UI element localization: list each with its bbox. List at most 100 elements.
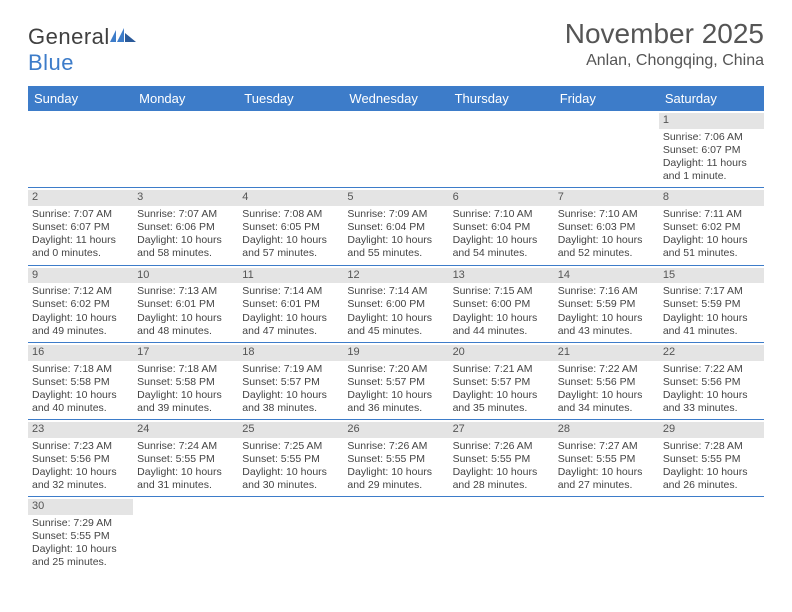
sunset-text: Sunset: 5:55 PM bbox=[558, 453, 655, 466]
flag-icon bbox=[110, 24, 136, 50]
daylight-text: Daylight: 10 hours and 41 minutes. bbox=[663, 312, 760, 338]
day-number: 11 bbox=[238, 268, 343, 284]
sunset-text: Sunset: 6:04 PM bbox=[453, 221, 550, 234]
day-cell: 14Sunrise: 7:16 AMSunset: 5:59 PMDayligh… bbox=[554, 266, 659, 342]
logo-text: GeneralBlue bbox=[28, 24, 136, 76]
sunset-text: Sunset: 6:04 PM bbox=[347, 221, 444, 234]
sunrise-text: Sunrise: 7:10 AM bbox=[453, 208, 550, 221]
day-header-cell: Wednesday bbox=[343, 86, 448, 111]
day-cell: 6Sunrise: 7:10 AMSunset: 6:04 PMDaylight… bbox=[449, 188, 554, 264]
day-cell: 2Sunrise: 7:07 AMSunset: 6:07 PMDaylight… bbox=[28, 188, 133, 264]
sunset-text: Sunset: 6:02 PM bbox=[663, 221, 760, 234]
day-number: 28 bbox=[554, 422, 659, 438]
daylight-text: Daylight: 10 hours and 30 minutes. bbox=[242, 466, 339, 492]
sunrise-text: Sunrise: 7:09 AM bbox=[347, 208, 444, 221]
sunrise-text: Sunrise: 7:16 AM bbox=[558, 285, 655, 298]
sunrise-text: Sunrise: 7:27 AM bbox=[558, 440, 655, 453]
empty-cell bbox=[238, 497, 343, 573]
day-cell: 18Sunrise: 7:19 AMSunset: 5:57 PMDayligh… bbox=[238, 343, 343, 419]
day-cell: 17Sunrise: 7:18 AMSunset: 5:58 PMDayligh… bbox=[133, 343, 238, 419]
empty-cell bbox=[554, 111, 659, 187]
logo: GeneralBlue bbox=[28, 24, 136, 76]
sunset-text: Sunset: 6:01 PM bbox=[137, 298, 234, 311]
sunrise-text: Sunrise: 7:07 AM bbox=[32, 208, 129, 221]
daylight-text: Daylight: 10 hours and 57 minutes. bbox=[242, 234, 339, 260]
sunset-text: Sunset: 6:02 PM bbox=[32, 298, 129, 311]
day-cell: 7Sunrise: 7:10 AMSunset: 6:03 PMDaylight… bbox=[554, 188, 659, 264]
week-row: 30Sunrise: 7:29 AMSunset: 5:55 PMDayligh… bbox=[28, 497, 764, 573]
sunset-text: Sunset: 5:57 PM bbox=[347, 376, 444, 389]
sunrise-text: Sunrise: 7:26 AM bbox=[347, 440, 444, 453]
day-number: 12 bbox=[343, 268, 448, 284]
day-number: 16 bbox=[28, 345, 133, 361]
day-cell: 23Sunrise: 7:23 AMSunset: 5:56 PMDayligh… bbox=[28, 420, 133, 496]
daylight-text: Daylight: 10 hours and 28 minutes. bbox=[453, 466, 550, 492]
day-header-cell: Tuesday bbox=[238, 86, 343, 111]
day-cell: 30Sunrise: 7:29 AMSunset: 5:55 PMDayligh… bbox=[28, 497, 133, 573]
day-number: 8 bbox=[659, 190, 764, 206]
day-cell: 13Sunrise: 7:15 AMSunset: 6:00 PMDayligh… bbox=[449, 266, 554, 342]
sunset-text: Sunset: 5:56 PM bbox=[32, 453, 129, 466]
day-cell: 4Sunrise: 7:08 AMSunset: 6:05 PMDaylight… bbox=[238, 188, 343, 264]
day-cell: 15Sunrise: 7:17 AMSunset: 5:59 PMDayligh… bbox=[659, 266, 764, 342]
sunrise-text: Sunrise: 7:06 AM bbox=[663, 131, 760, 144]
daylight-text: Daylight: 10 hours and 29 minutes. bbox=[347, 466, 444, 492]
sunset-text: Sunset: 6:00 PM bbox=[453, 298, 550, 311]
day-cell: 21Sunrise: 7:22 AMSunset: 5:56 PMDayligh… bbox=[554, 343, 659, 419]
empty-cell bbox=[449, 111, 554, 187]
empty-cell bbox=[133, 111, 238, 187]
sunset-text: Sunset: 6:00 PM bbox=[347, 298, 444, 311]
calendar: SundayMondayTuesdayWednesdayThursdayFrid… bbox=[28, 86, 764, 574]
day-cell: 5Sunrise: 7:09 AMSunset: 6:04 PMDaylight… bbox=[343, 188, 448, 264]
empty-cell bbox=[343, 497, 448, 573]
daylight-text: Daylight: 10 hours and 58 minutes. bbox=[137, 234, 234, 260]
sunrise-text: Sunrise: 7:26 AM bbox=[453, 440, 550, 453]
day-number: 1 bbox=[659, 113, 764, 129]
sunrise-text: Sunrise: 7:22 AM bbox=[663, 363, 760, 376]
day-cell: 26Sunrise: 7:26 AMSunset: 5:55 PMDayligh… bbox=[343, 420, 448, 496]
daylight-text: Daylight: 10 hours and 55 minutes. bbox=[347, 234, 444, 260]
logo-word2: Blue bbox=[28, 50, 74, 75]
daylight-text: Daylight: 10 hours and 40 minutes. bbox=[32, 389, 129, 415]
daylight-text: Daylight: 10 hours and 27 minutes. bbox=[558, 466, 655, 492]
sunrise-text: Sunrise: 7:11 AM bbox=[663, 208, 760, 221]
sunrise-text: Sunrise: 7:14 AM bbox=[242, 285, 339, 298]
daylight-text: Daylight: 11 hours and 1 minute. bbox=[663, 157, 760, 183]
daylight-text: Daylight: 10 hours and 36 minutes. bbox=[347, 389, 444, 415]
day-number: 27 bbox=[449, 422, 554, 438]
daylight-text: Daylight: 10 hours and 43 minutes. bbox=[558, 312, 655, 338]
daylight-text: Daylight: 10 hours and 35 minutes. bbox=[453, 389, 550, 415]
day-cell: 16Sunrise: 7:18 AMSunset: 5:58 PMDayligh… bbox=[28, 343, 133, 419]
logo-word1: General bbox=[28, 24, 110, 49]
empty-cell bbox=[28, 111, 133, 187]
daylight-text: Daylight: 10 hours and 26 minutes. bbox=[663, 466, 760, 492]
location: Anlan, Chongqing, China bbox=[565, 52, 764, 70]
daylight-text: Daylight: 10 hours and 44 minutes. bbox=[453, 312, 550, 338]
day-number: 21 bbox=[554, 345, 659, 361]
sunset-text: Sunset: 6:06 PM bbox=[137, 221, 234, 234]
header: GeneralBlue November 2025 Anlan, Chongqi… bbox=[28, 18, 764, 76]
sunset-text: Sunset: 5:57 PM bbox=[453, 376, 550, 389]
sunset-text: Sunset: 6:07 PM bbox=[663, 144, 760, 157]
sunset-text: Sunset: 6:07 PM bbox=[32, 221, 129, 234]
week-row: 9Sunrise: 7:12 AMSunset: 6:02 PMDaylight… bbox=[28, 266, 764, 343]
day-header-cell: Sunday bbox=[28, 86, 133, 111]
day-number: 30 bbox=[28, 499, 133, 515]
sunrise-text: Sunrise: 7:14 AM bbox=[347, 285, 444, 298]
day-number: 6 bbox=[449, 190, 554, 206]
sunrise-text: Sunrise: 7:17 AM bbox=[663, 285, 760, 298]
day-number: 29 bbox=[659, 422, 764, 438]
page: GeneralBlue November 2025 Anlan, Chongqi… bbox=[0, 0, 792, 592]
empty-cell bbox=[238, 111, 343, 187]
daylight-text: Daylight: 10 hours and 51 minutes. bbox=[663, 234, 760, 260]
sunrise-text: Sunrise: 7:12 AM bbox=[32, 285, 129, 298]
day-header-cell: Monday bbox=[133, 86, 238, 111]
week-row: 1 Sunrise: 7:06 AMSunset: 6:07 PMDaylight… bbox=[28, 111, 764, 188]
week-row: 2Sunrise: 7:07 AMSunset: 6:07 PMDaylight… bbox=[28, 188, 764, 265]
sunset-text: Sunset: 5:56 PM bbox=[663, 376, 760, 389]
daylight-text: Daylight: 10 hours and 49 minutes. bbox=[32, 312, 129, 338]
day-number: 7 bbox=[554, 190, 659, 206]
day-header-cell: Saturday bbox=[659, 86, 764, 111]
sunset-text: Sunset: 6:01 PM bbox=[242, 298, 339, 311]
day-number: 25 bbox=[238, 422, 343, 438]
